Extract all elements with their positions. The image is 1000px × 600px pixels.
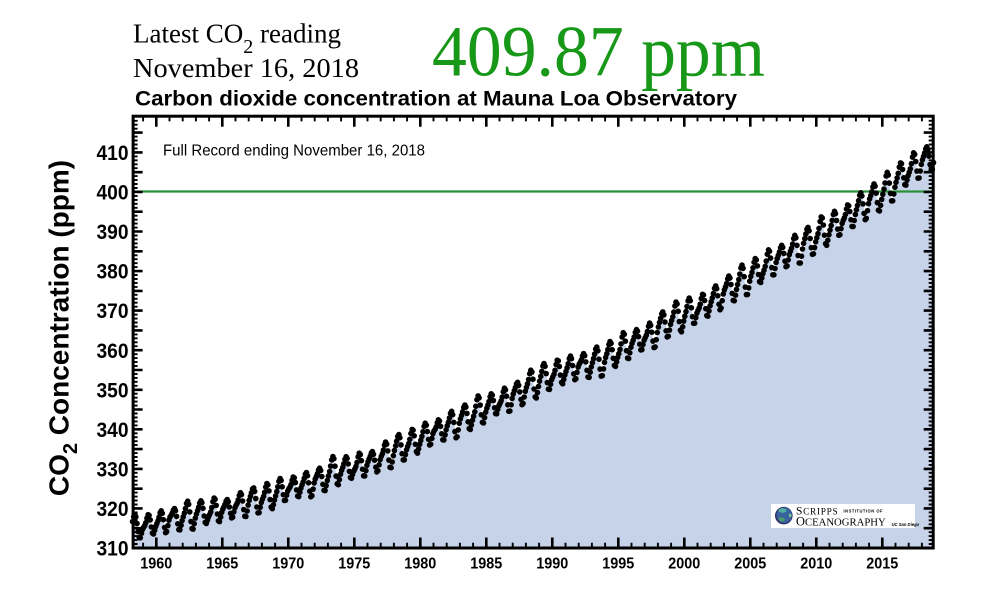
svg-text:1985: 1985 xyxy=(470,556,502,573)
svg-text:1990: 1990 xyxy=(536,556,568,573)
svg-text:1970: 1970 xyxy=(272,556,304,573)
svg-text:Carbon dioxide concentration a: Carbon dioxide concentration at Mauna Lo… xyxy=(135,88,737,111)
svg-text:1965: 1965 xyxy=(206,556,238,573)
svg-text:2010: 2010 xyxy=(800,556,832,573)
svg-text:390: 390 xyxy=(97,221,129,244)
svg-text:1960: 1960 xyxy=(140,556,172,573)
svg-text:INSTITUTION OF: INSTITUTION OF xyxy=(844,509,884,514)
svg-text:2000: 2000 xyxy=(668,556,700,573)
svg-text:380: 380 xyxy=(97,261,129,284)
svg-text:Full Record ending November 16: Full Record ending November 16, 2018 xyxy=(163,142,425,159)
svg-text:350: 350 xyxy=(97,379,129,402)
svg-text:370: 370 xyxy=(97,300,129,323)
svg-text:November 16, 2018: November 16, 2018 xyxy=(133,53,359,83)
svg-text:1975: 1975 xyxy=(338,556,370,573)
svg-text:2005: 2005 xyxy=(734,556,766,573)
svg-text:310: 310 xyxy=(97,538,129,561)
svg-text:2015: 2015 xyxy=(866,556,898,573)
svg-text:330: 330 xyxy=(97,459,129,482)
svg-text:SCRIPPS: SCRIPPS xyxy=(796,506,838,518)
svg-text:400: 400 xyxy=(97,182,129,205)
svg-text:320: 320 xyxy=(97,498,129,521)
svg-text:340: 340 xyxy=(97,419,129,442)
svg-text:OCEANOGRAPHY: OCEANOGRAPHY xyxy=(796,515,886,529)
svg-text:410: 410 xyxy=(97,142,129,165)
svg-text:UC San Diego: UC San Diego xyxy=(892,522,920,527)
svg-text:409.87 ppm: 409.87 ppm xyxy=(432,11,765,91)
svg-text:1995: 1995 xyxy=(602,556,634,573)
svg-text:1980: 1980 xyxy=(404,556,436,573)
svg-text:360: 360 xyxy=(97,340,129,363)
